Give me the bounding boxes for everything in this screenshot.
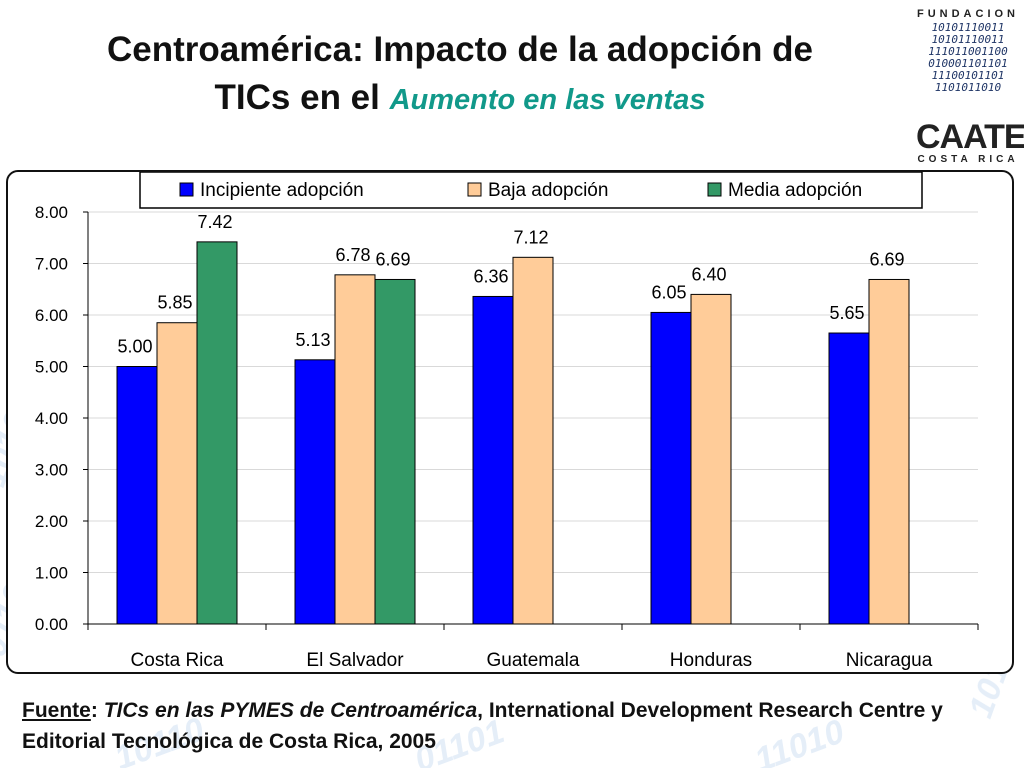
logo-binary-line: 1101011010 <box>934 81 1002 94</box>
y-tick-label: 4.00 <box>35 409 68 428</box>
source-colon: : <box>90 699 98 722</box>
legend-swatch <box>467 182 482 197</box>
data-label: 5.13 <box>295 330 330 350</box>
page-title: Centroamérica: Impacto de la adopción de… <box>40 26 880 124</box>
bar <box>374 278 416 625</box>
chart-frame: 0.00 1.00 2.00 3.00 4.00 5.00 6.00 7.00 8.00 Cost… <box>6 170 1014 674</box>
y-tick-label: 1.00 <box>35 564 68 583</box>
data-label: 6.78 <box>335 245 370 265</box>
logo-binary-line: 010001101101 <box>928 57 1008 70</box>
title-line-2: TICs en el Aumento en las ventas <box>40 74 880 124</box>
legend-swatch <box>179 182 194 197</box>
logo-binary-line: 11100101101 <box>931 69 1005 82</box>
y-tick-label: 5.00 <box>35 358 68 377</box>
source-label: Fuente <box>22 699 91 722</box>
data-label: 6.40 <box>691 264 726 284</box>
bar <box>472 295 514 625</box>
logo-binary-line: 10101110011 <box>931 22 1005 34</box>
x-category-label: Honduras <box>670 650 752 671</box>
bar <box>294 359 336 625</box>
data-label: 5.65 <box>829 303 864 323</box>
y-tick-label: 0.00 <box>35 615 68 634</box>
bar <box>156 322 198 625</box>
y-tick-label: 6.00 <box>35 306 68 325</box>
bar <box>512 256 554 625</box>
y-tick-label: 7.00 <box>35 255 68 274</box>
x-category-label: El Salvador <box>306 650 404 671</box>
legend-label: Media adopción <box>728 180 862 201</box>
data-label: 6.36 <box>473 266 508 286</box>
y-tick-label: 3.00 <box>35 461 68 480</box>
x-category-label: Nicaragua <box>846 650 933 671</box>
data-label: 6.69 <box>375 249 410 269</box>
y-tick-label: 8.00 <box>35 203 68 222</box>
data-label: 5.85 <box>157 293 192 313</box>
title-highlight: Aumento en las ventas <box>389 84 706 116</box>
source-title: TICs en las PYMES de Centroamérica <box>103 699 478 722</box>
legend-label: Incipiente adopción <box>200 180 364 201</box>
data-label: 5.00 <box>117 337 152 357</box>
data-label: 6.05 <box>651 282 686 302</box>
bar-chart: 0.00 1.00 2.00 3.00 4.00 5.00 6.00 7.00 8.00 Cost… <box>35 172 979 671</box>
legend-box <box>139 172 923 209</box>
logo-binary-line: 10101110011 <box>931 33 1005 46</box>
logo-binary-pattern: 10101110011 10101110011 111011001100 010… <box>916 22 1020 120</box>
bar <box>690 293 732 625</box>
data-label: 7.12 <box>513 227 548 247</box>
bar <box>650 311 692 625</box>
legend-swatch <box>707 182 722 197</box>
logo-sub-text: COSTA RICA <box>917 154 1019 165</box>
title-line-2-prefix: TICs en el <box>214 78 380 117</box>
source-citation: Fuente: TICs en las PYMES de Centroaméri… <box>22 695 982 757</box>
logo-binary-line: 111011001100 <box>928 45 1008 58</box>
legend-label: Baja adopción <box>488 180 608 201</box>
bar <box>196 241 238 625</box>
x-category-label: Costa Rica <box>131 650 224 671</box>
title-line-1: Centroamérica: Impacto de la adopción de <box>107 30 813 69</box>
bar <box>116 366 158 625</box>
bar <box>334 274 376 625</box>
data-label: 6.69 <box>869 249 904 269</box>
logo-top-text: FUNDACION <box>917 8 1019 20</box>
caatec-logo: FUNDACION 10101110011 10101110011 111011… <box>916 8 1024 168</box>
x-category-label: Guatemala <box>487 650 580 671</box>
source-rest: , International Development Research Cen… <box>22 699 943 753</box>
bar <box>828 332 870 625</box>
y-tick-label: 2.00 <box>35 512 68 531</box>
bar <box>868 278 910 625</box>
data-label: 7.42 <box>197 212 232 232</box>
